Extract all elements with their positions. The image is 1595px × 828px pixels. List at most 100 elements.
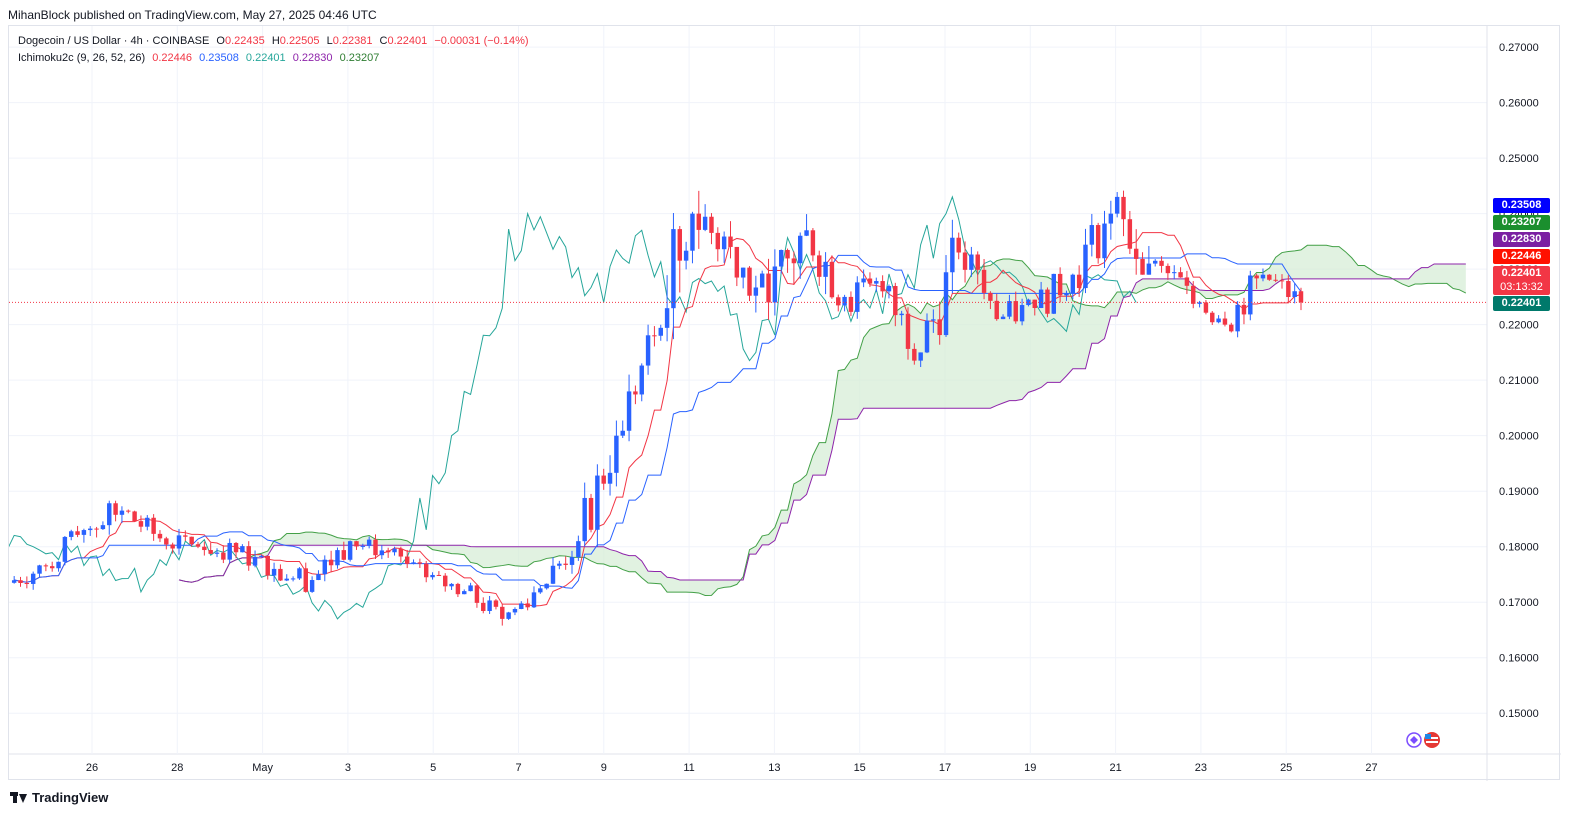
tenkan-value: 0.22446 [152, 52, 193, 64]
span-a-price-tag: 0.23207 [1493, 215, 1550, 230]
candle-body [69, 531, 74, 537]
tradingview-brand[interactable]: TradingView [10, 790, 108, 805]
candle-body [1216, 318, 1221, 323]
candle-body [569, 557, 575, 565]
candle-body [531, 592, 537, 608]
candle-body [658, 327, 663, 336]
candle-body [506, 612, 511, 619]
candle-body [493, 600, 499, 607]
candle-body [525, 603, 530, 608]
candle-body [335, 550, 340, 566]
candle-body [11, 580, 17, 583]
candle-body [607, 472, 613, 484]
candle-body [842, 296, 847, 306]
candle-body [639, 365, 644, 395]
candle-body [1064, 293, 1069, 296]
flag-icon[interactable] [1402, 729, 1444, 751]
candle-body [899, 313, 904, 316]
x-tick-label: May [252, 762, 273, 774]
candle-body [341, 550, 347, 560]
candle-body [645, 335, 651, 366]
candle-body [309, 580, 315, 592]
candle-body [867, 278, 873, 284]
candle-body [81, 530, 87, 535]
candle-body [404, 556, 410, 564]
candle-body [379, 550, 385, 556]
candle-body [962, 252, 968, 270]
ohlc-low: L0.22381 [326, 35, 373, 47]
candle-body [151, 517, 156, 534]
candle-body [265, 555, 270, 576]
candle-body [1292, 291, 1297, 298]
candle-body [994, 300, 999, 320]
candle-body [943, 272, 949, 336]
candle-body [411, 562, 416, 564]
last-price-tag: 0.22401 [1493, 266, 1550, 281]
candle-body [601, 475, 606, 484]
candle-body [791, 258, 797, 264]
candle-body [1178, 272, 1183, 278]
price-change: −0.00031 (−0.14%) [434, 35, 529, 47]
candle-body [931, 319, 936, 321]
candle-body [810, 230, 816, 256]
chart-frame[interactable]: 0.15000 0.16000 0.17000 0.18000 0.19000 0.200… [8, 25, 1561, 781]
x-tick-label: 7 [515, 762, 521, 774]
candle-body [563, 563, 568, 565]
y-tick-label: 0.19000 [1499, 486, 1539, 498]
candle-body [690, 213, 695, 251]
candle-body [1000, 316, 1006, 320]
candle-body [221, 552, 226, 560]
candle-body [449, 583, 454, 587]
ohlc-high: H0.22505 [271, 35, 320, 47]
candle-body [208, 550, 213, 554]
candle-body [664, 308, 670, 328]
candle-body [937, 319, 942, 336]
y-tick-label: 0.16000 [1499, 653, 1539, 665]
candle-body [132, 511, 137, 522]
candle-body [49, 566, 55, 569]
candle-body [988, 292, 993, 301]
x-tick-label: 28 [171, 762, 183, 774]
symbol-legend[interactable]: Dogecoin / US Dollar · 4h · COINBASE O0.… [18, 35, 533, 47]
candle-body [734, 246, 740, 278]
price-chart[interactable]: 0.15000 0.16000 0.17000 0.18000 0.19000 0.200… [9, 26, 1561, 781]
candle-body [519, 603, 524, 610]
x-tick-label: 21 [1109, 762, 1121, 774]
candle-body [1159, 260, 1164, 266]
span-a-value: 0.23207 [339, 52, 380, 64]
candle-body [113, 503, 118, 515]
symbol-name: Dogecoin / US Dollar · 4h · COINBASE [18, 35, 210, 47]
candle-body [145, 517, 150, 527]
candle-body [905, 313, 911, 349]
candle-body [1076, 274, 1082, 289]
candle-body [214, 552, 220, 554]
candle-body [981, 269, 987, 293]
x-tick-label: 25 [1280, 762, 1292, 774]
candle-body [950, 237, 955, 273]
candle-body [1102, 223, 1107, 259]
candle-body [823, 261, 828, 277]
candle-body [747, 267, 752, 296]
candle-body [290, 578, 296, 580]
x-tick-label: 15 [854, 762, 866, 774]
candle-body [1172, 272, 1177, 274]
candle-body [753, 287, 759, 296]
candle-body [170, 544, 175, 549]
candle-body [157, 533, 163, 539]
candle-body [918, 352, 923, 361]
candle-body [1254, 275, 1259, 279]
y-tick-label: 0.22000 [1499, 320, 1539, 332]
y-tick-label: 0.25000 [1499, 153, 1539, 165]
candle-body [766, 273, 771, 303]
x-tick-label: 23 [1195, 762, 1207, 774]
y-tick-label: 0.20000 [1499, 431, 1539, 443]
candle-body [671, 229, 676, 309]
senkou-span-b-line [178, 263, 1466, 583]
candle-body [855, 282, 860, 312]
candle-body [652, 335, 657, 337]
candle-body [373, 539, 378, 556]
candle-body [398, 548, 404, 557]
candle-body [246, 546, 251, 566]
candle-body [252, 556, 258, 566]
indicator-legend[interactable]: Ichimoku2c (9, 26, 52, 26) 0.22446 0.235… [18, 52, 383, 64]
